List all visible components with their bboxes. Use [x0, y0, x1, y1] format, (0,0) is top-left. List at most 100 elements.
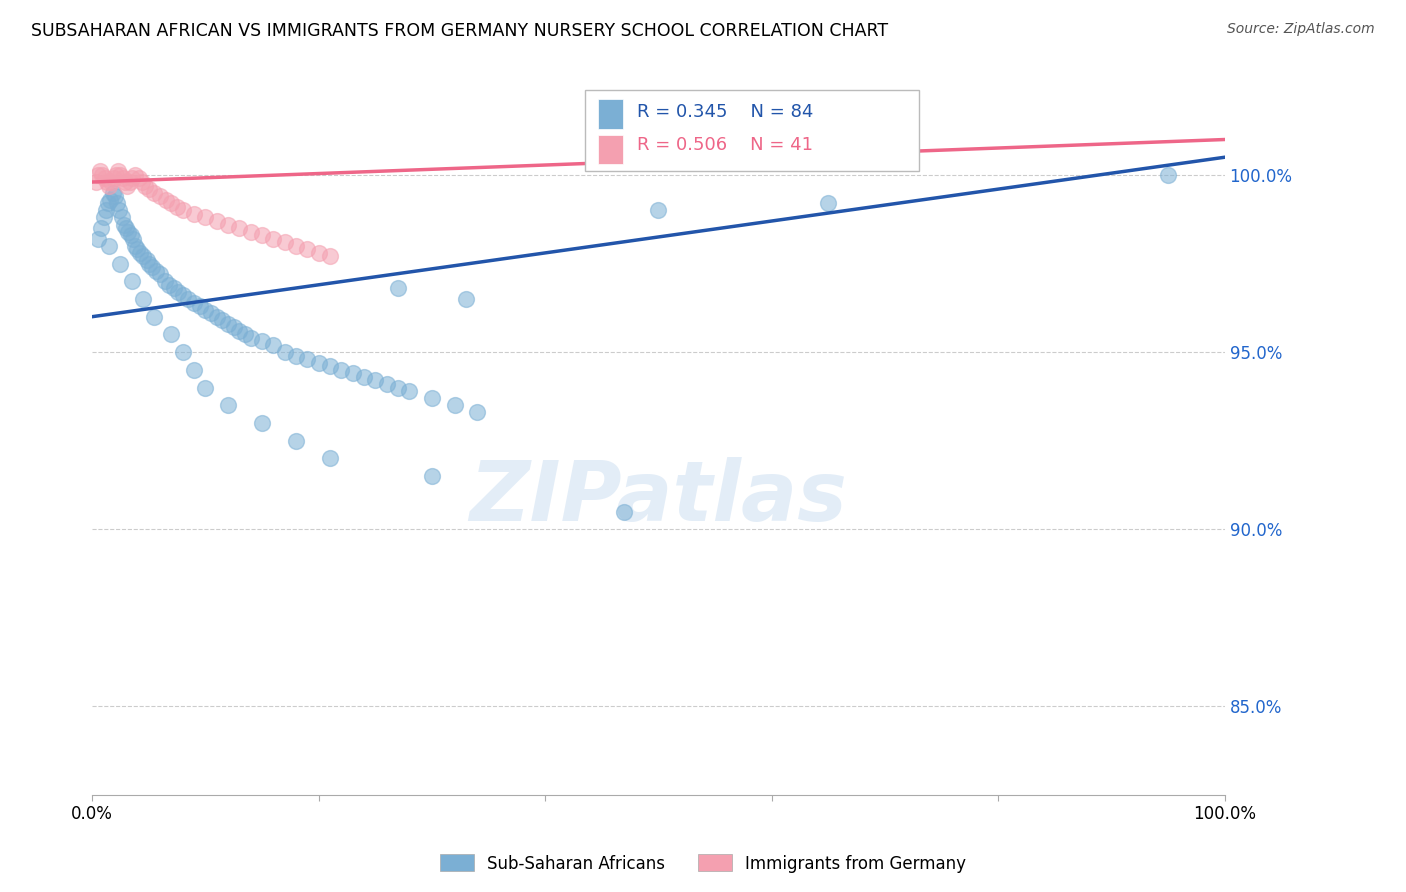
Point — [420, 469, 443, 483]
Point — [127, 243, 149, 257]
Point — [194, 380, 217, 394]
Point — [104, 168, 127, 182]
Point — [87, 168, 110, 182]
Point — [121, 171, 143, 186]
Point — [153, 274, 176, 288]
Point — [90, 221, 112, 235]
Point — [160, 327, 183, 342]
Point — [107, 164, 129, 178]
Point — [132, 249, 155, 263]
Point — [217, 317, 239, 331]
Point — [239, 331, 262, 345]
Point — [228, 221, 250, 235]
Point — [647, 203, 669, 218]
Point — [141, 260, 163, 274]
Point — [285, 349, 308, 363]
Point — [155, 193, 177, 207]
Point — [387, 281, 409, 295]
Point — [100, 175, 122, 189]
Point — [205, 214, 228, 228]
Point — [183, 207, 205, 221]
Text: Source: ZipAtlas.com: Source: ZipAtlas.com — [1227, 22, 1375, 37]
Point — [84, 175, 107, 189]
Point — [89, 164, 111, 178]
Point — [98, 178, 121, 193]
Point — [398, 384, 420, 398]
Point — [273, 235, 295, 250]
Point — [387, 380, 409, 394]
Point — [172, 288, 194, 302]
Point — [149, 189, 172, 203]
FancyBboxPatch shape — [599, 99, 623, 128]
Point — [132, 292, 155, 306]
Point — [96, 175, 118, 189]
Point — [87, 232, 110, 246]
Point — [121, 274, 143, 288]
Point — [217, 398, 239, 412]
Point — [93, 171, 115, 186]
Point — [183, 363, 205, 377]
Point — [420, 391, 443, 405]
Point — [103, 171, 125, 186]
Point — [120, 228, 142, 243]
Point — [163, 281, 186, 295]
Point — [353, 370, 375, 384]
Point — [177, 292, 200, 306]
Point — [94, 203, 117, 218]
Point — [143, 310, 166, 324]
Point — [217, 218, 239, 232]
FancyBboxPatch shape — [585, 90, 920, 171]
Point — [273, 345, 295, 359]
Point — [233, 327, 256, 342]
Point — [285, 239, 308, 253]
Point — [134, 178, 156, 193]
Point — [262, 232, 284, 246]
Point — [93, 211, 115, 225]
Point — [112, 218, 135, 232]
Point — [375, 377, 398, 392]
Point — [166, 200, 188, 214]
Point — [613, 505, 636, 519]
Point — [128, 171, 150, 186]
Point — [262, 338, 284, 352]
Point — [342, 367, 364, 381]
Point — [188, 299, 211, 313]
Point — [454, 292, 477, 306]
Point — [111, 171, 134, 186]
Point — [98, 193, 121, 207]
Text: ZIPatlas: ZIPatlas — [470, 457, 848, 538]
Point — [91, 168, 114, 182]
Point — [114, 175, 136, 189]
Point — [205, 310, 228, 324]
Point — [211, 313, 233, 327]
Point — [228, 324, 250, 338]
Point — [118, 175, 141, 189]
Point — [160, 196, 183, 211]
Point — [145, 263, 167, 277]
Point — [194, 302, 217, 317]
Point — [135, 252, 157, 267]
Point — [138, 182, 160, 196]
FancyBboxPatch shape — [599, 135, 623, 164]
Point — [117, 178, 139, 193]
Point — [319, 451, 342, 466]
Point — [124, 239, 146, 253]
Point — [250, 228, 273, 243]
Point — [194, 211, 217, 225]
Point — [110, 256, 132, 270]
Point — [308, 356, 330, 370]
Point — [330, 363, 353, 377]
Text: SUBSAHARAN AFRICAN VS IMMIGRANTS FROM GERMANY NURSERY SCHOOL CORRELATION CHART: SUBSAHARAN AFRICAN VS IMMIGRANTS FROM GE… — [31, 22, 889, 40]
Point — [319, 359, 342, 374]
Point — [308, 246, 330, 260]
Point — [167, 285, 190, 299]
Point — [239, 225, 262, 239]
Point — [128, 246, 150, 260]
Point — [172, 203, 194, 218]
Point — [157, 277, 180, 292]
Point — [108, 203, 131, 218]
Point — [200, 306, 222, 320]
Point — [364, 374, 387, 388]
Text: R = 0.506    N = 41: R = 0.506 N = 41 — [637, 136, 813, 154]
Point — [111, 211, 134, 225]
